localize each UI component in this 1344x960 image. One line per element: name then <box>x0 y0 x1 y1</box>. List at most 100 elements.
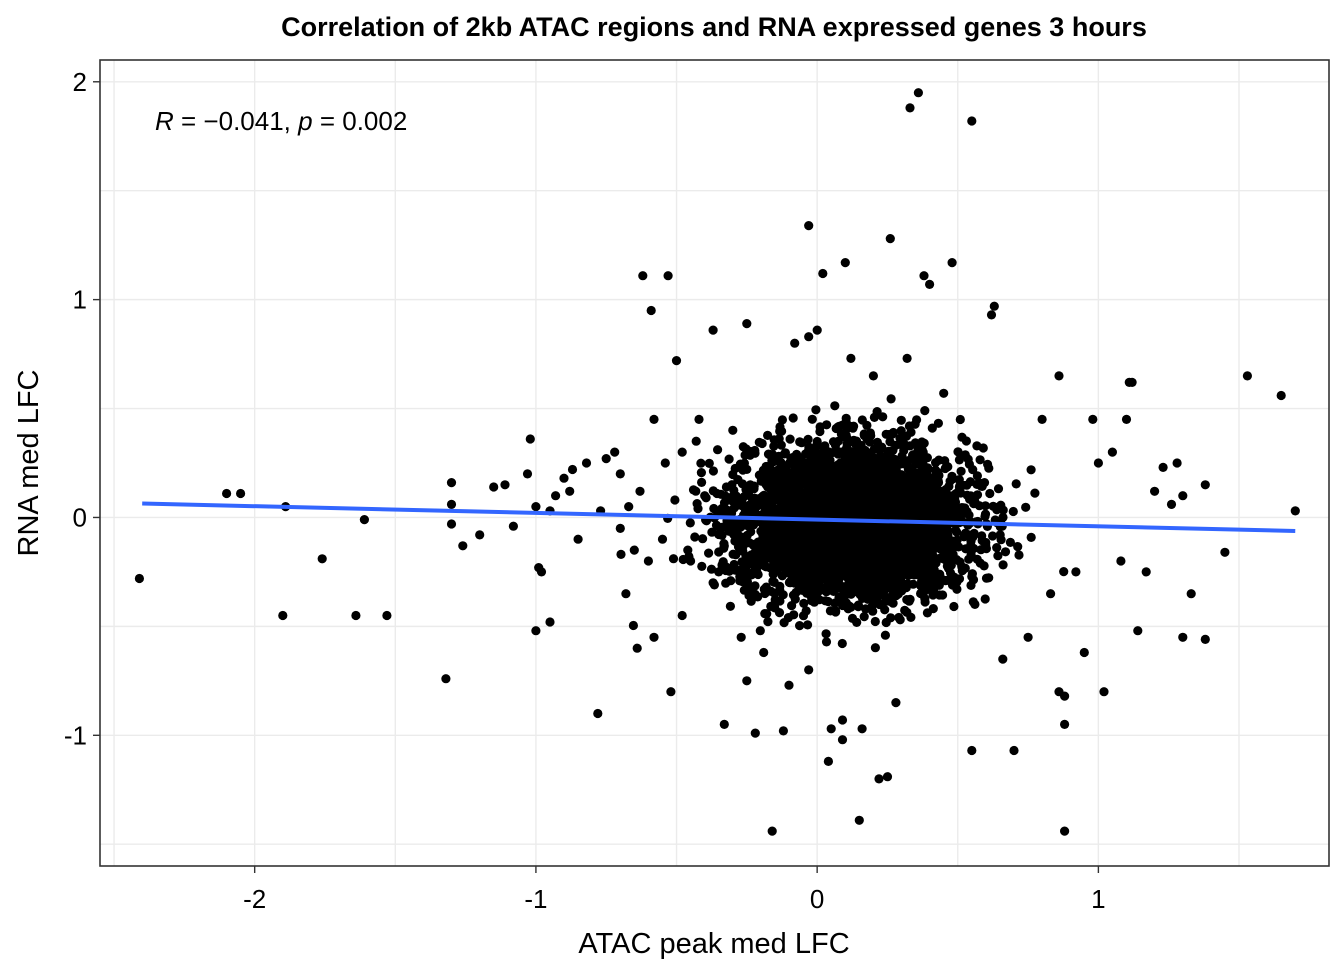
data-point <box>798 611 809 621</box>
data-point <box>945 476 955 486</box>
data-point <box>915 475 925 485</box>
data-point <box>890 586 900 596</box>
data-point <box>886 466 896 476</box>
data-point <box>823 756 834 767</box>
data-point <box>821 637 832 647</box>
data-point <box>752 566 762 577</box>
data-point <box>765 463 775 473</box>
chart-title: Correlation of 2kb ATAC regions and RNA … <box>281 12 1147 42</box>
data-point <box>778 590 788 600</box>
data-point <box>531 502 541 512</box>
data-point <box>1290 506 1300 516</box>
data-point <box>714 567 724 577</box>
data-point <box>707 527 717 537</box>
data-point <box>841 413 851 423</box>
data-point <box>621 589 631 599</box>
data-point <box>915 467 926 478</box>
data-point <box>885 234 895 244</box>
data-point <box>922 463 932 473</box>
data-point <box>783 478 793 488</box>
data-point <box>911 525 922 535</box>
data-point <box>742 676 752 686</box>
y-tick-label: 0 <box>73 502 87 532</box>
data-point <box>895 508 905 519</box>
data-point <box>1220 547 1230 557</box>
data-point <box>837 735 848 745</box>
data-point <box>955 414 965 425</box>
data-point <box>1178 491 1188 501</box>
data-point <box>615 523 625 534</box>
data-point <box>790 338 800 348</box>
data-point <box>718 522 728 532</box>
data-point <box>359 515 369 525</box>
data-point <box>769 558 780 568</box>
data-point <box>785 507 795 517</box>
data-point <box>926 547 936 557</box>
data-point <box>688 485 699 495</box>
x-axis: -2 -1 0 1 <box>243 866 1106 914</box>
data-point <box>719 541 729 551</box>
data-point <box>1178 632 1188 642</box>
annotation-r-value: −0.041 <box>203 106 283 136</box>
data-point <box>983 459 993 469</box>
trend-line-group <box>142 501 1296 533</box>
data-point <box>854 815 864 825</box>
data-point <box>922 523 933 534</box>
data-point <box>805 456 815 466</box>
data-point <box>847 470 858 480</box>
data-point <box>837 638 847 649</box>
data-point <box>759 584 769 594</box>
data-point <box>972 471 983 481</box>
data-point <box>794 500 804 510</box>
data-point <box>677 447 687 457</box>
data-point <box>724 454 734 464</box>
data-point <box>811 481 821 491</box>
data-point <box>821 536 831 547</box>
data-point <box>573 534 583 544</box>
data-point <box>880 630 891 640</box>
data-point <box>728 425 738 435</box>
data-point <box>717 530 727 541</box>
data-point <box>954 455 965 465</box>
data-point <box>677 610 687 621</box>
data-point <box>887 564 897 574</box>
data-point <box>1107 447 1117 457</box>
data-point <box>789 610 799 620</box>
data-point <box>763 617 773 627</box>
data-point <box>792 449 802 459</box>
data-point <box>948 542 959 552</box>
data-point <box>913 542 923 553</box>
data-point <box>890 524 901 535</box>
data-point <box>979 478 990 488</box>
data-point <box>750 728 760 738</box>
data-point <box>593 708 603 719</box>
data-point <box>878 510 888 520</box>
data-point <box>919 271 929 281</box>
data-point <box>838 590 849 600</box>
data-point <box>806 522 816 532</box>
data-point <box>993 484 1004 494</box>
data-point <box>818 488 828 498</box>
data-point <box>920 406 930 416</box>
data-point <box>458 541 468 551</box>
data-point <box>912 415 922 425</box>
data-point <box>830 401 840 411</box>
data-point <box>842 423 853 433</box>
data-point <box>826 724 836 734</box>
data-point <box>759 647 769 658</box>
data-point <box>852 557 863 567</box>
x-axis-title: ATAC peak med LFC <box>578 928 849 960</box>
data-point <box>774 608 785 618</box>
data-point <box>899 459 909 469</box>
data-point <box>940 547 950 557</box>
data-point <box>903 535 913 546</box>
data-point <box>1059 567 1069 577</box>
data-point <box>708 578 718 588</box>
data-point <box>846 589 856 599</box>
data-point <box>743 521 753 531</box>
data-point <box>742 507 753 517</box>
data-point <box>818 268 828 279</box>
data-point <box>475 530 485 540</box>
data-point <box>1133 626 1143 636</box>
